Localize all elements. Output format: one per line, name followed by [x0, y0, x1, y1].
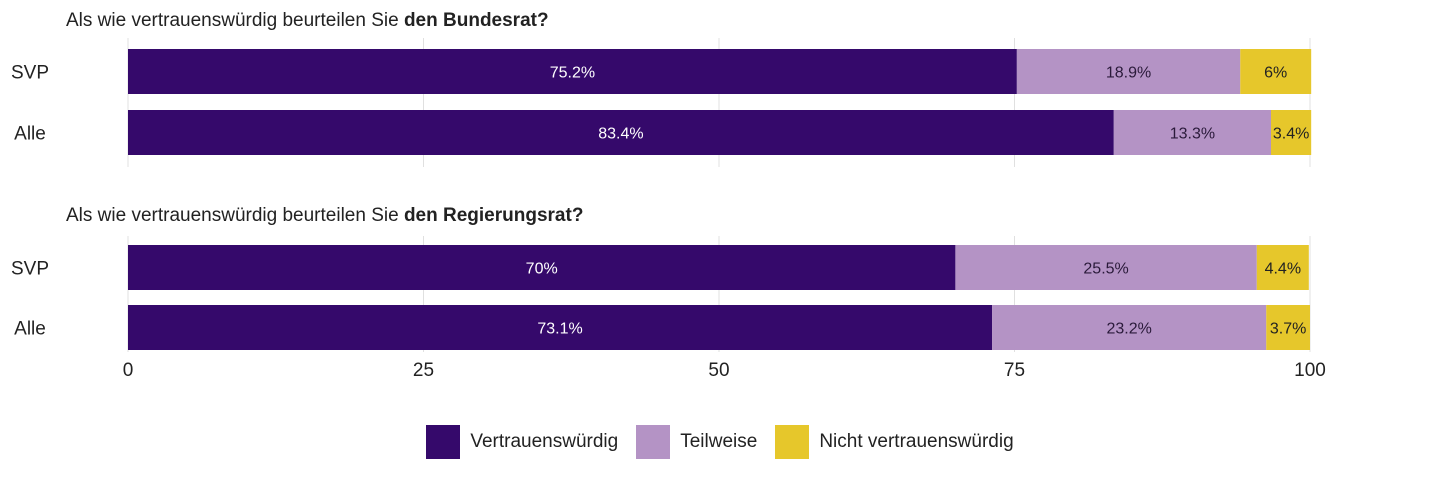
category-label: Alle	[14, 124, 46, 145]
bar-segment	[128, 305, 993, 350]
legend-label: Nicht vertrauenswürdig	[819, 431, 1014, 452]
legend-item-vertrauenswuerdig: Vertrauenswürdig	[426, 425, 618, 459]
legend-swatch-teilweise	[636, 425, 671, 459]
x-tick-label: 0	[123, 360, 134, 381]
data-label: 6%	[1264, 65, 1287, 82]
bar-segment	[1016, 49, 1241, 94]
data-label: 83.4%	[598, 126, 643, 143]
x-tick-label: 25	[413, 360, 434, 381]
legend-label: Vertrauenswürdig	[470, 431, 619, 452]
x-tick-label: 100	[1294, 360, 1326, 381]
category-label: SVP	[11, 259, 49, 280]
category-label: Alle	[14, 319, 46, 340]
bar-segment	[128, 245, 956, 290]
legend-label: Teilweise	[680, 431, 758, 452]
bar-segment	[1270, 110, 1312, 155]
bar-segment	[1266, 305, 1310, 350]
data-label: 70%	[526, 261, 558, 278]
bar-segment	[128, 110, 1114, 155]
legend-swatch-nicht-vertrauenswuerdig	[775, 425, 810, 459]
legend-item-nicht-vertrauenswuerdig: Nicht vertrauenswürdig	[775, 425, 1014, 459]
data-label: 23.2%	[1106, 321, 1151, 338]
data-label: 75.2%	[550, 65, 595, 82]
stacked-bar-chart: Als wie vertrauenswürdig beurteilen Sie …	[11, 10, 1326, 381]
panel-title-prefix: Als wie vertrauenswürdig beurteilen Sie	[66, 205, 404, 226]
data-label: 3.7%	[1270, 321, 1306, 338]
bar-segment	[128, 49, 1017, 94]
category-label: SVP	[11, 63, 49, 84]
panel-title-bold: den Regierungsrat?	[404, 205, 583, 226]
panel-title-prefix: Als wie vertrauenswürdig beurteilen Sie	[66, 10, 404, 31]
data-label: 13.3%	[1170, 126, 1215, 143]
legend: Vertrauenswürdig Teilweise Nicht vertrau…	[0, 425, 1440, 459]
data-label: 73.1%	[537, 321, 582, 338]
x-tick-label: 75	[1004, 360, 1025, 381]
bar-segment	[1256, 245, 1309, 290]
data-label: 3.4%	[1273, 126, 1309, 143]
x-tick-label: 50	[708, 360, 729, 381]
bar-segment	[992, 305, 1267, 350]
panel-title: Als wie vertrauenswürdig beurteilen Sie …	[66, 10, 549, 31]
legend-item-teilweise: Teilweise	[636, 425, 757, 459]
panel-title-bold: den Bundesrat?	[404, 10, 549, 31]
bar-segment	[1240, 49, 1312, 94]
data-label: 18.9%	[1106, 65, 1151, 82]
bar-segment	[1113, 110, 1271, 155]
data-label: 4.4%	[1265, 261, 1301, 278]
legend-swatch-vertrauenswuerdig	[426, 425, 461, 459]
panel-title: Als wie vertrauenswürdig beurteilen Sie …	[66, 205, 583, 226]
bar-segment	[955, 245, 1257, 290]
data-label: 25.5%	[1083, 261, 1128, 278]
